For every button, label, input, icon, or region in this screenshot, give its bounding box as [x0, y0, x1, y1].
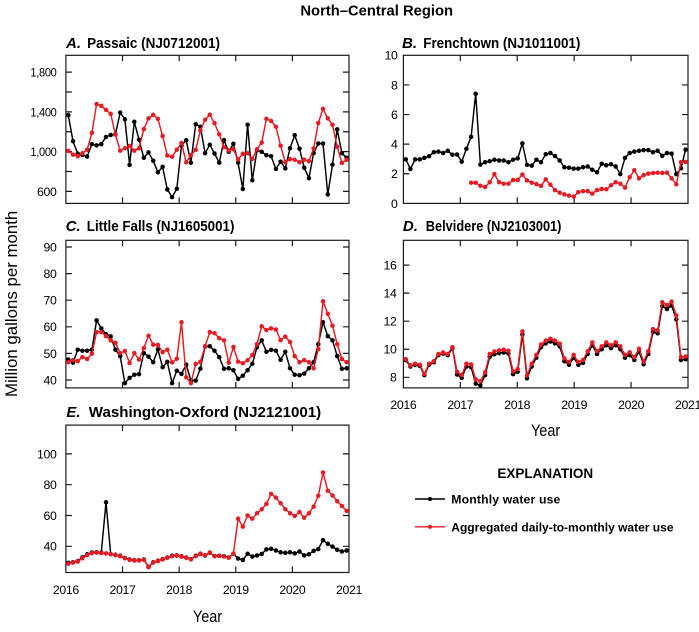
svg-text:B.Frenchtown (NJ1011001): B. Frenchtown (NJ1011001) — [402, 35, 580, 52]
svg-text:2019: 2019 — [223, 583, 249, 597]
svg-text:A.Passaic (NJ0712001): A. Passaic (NJ0712001) — [65, 35, 220, 52]
svg-text:8: 8 — [391, 78, 398, 92]
svg-text:2: 2 — [391, 167, 398, 181]
svg-text:60: 60 — [44, 320, 57, 334]
svg-text:2021: 2021 — [675, 398, 699, 412]
svg-text:60: 60 — [44, 509, 57, 523]
svg-text:2020: 2020 — [618, 398, 644, 412]
svg-text:8: 8 — [390, 371, 397, 385]
svg-text:1,400: 1,400 — [30, 105, 57, 119]
svg-text:40: 40 — [44, 373, 57, 387]
svg-text:2020: 2020 — [279, 583, 305, 597]
svg-text:1,000: 1,000 — [30, 145, 57, 159]
svg-text:2019: 2019 — [561, 398, 587, 412]
svg-text:E.Washington-Oxford (NJ2121001: E. Washington-Oxford (NJ2121001) — [66, 404, 321, 421]
svg-text:EXPLANATION: EXPLANATION — [497, 466, 593, 481]
svg-text:14: 14 — [384, 287, 397, 301]
svg-text:50: 50 — [44, 347, 57, 361]
svg-text:12: 12 — [384, 315, 397, 329]
svg-text:2017: 2017 — [447, 398, 473, 412]
svg-text:2018: 2018 — [166, 583, 192, 597]
svg-text:Aggregated daily-to-monthly wa: Aggregated daily-to-monthly water use — [451, 520, 673, 534]
svg-text:Million gallons per month: Million gallons per month — [3, 211, 21, 397]
svg-text:70: 70 — [44, 294, 57, 308]
svg-text:0: 0 — [391, 197, 398, 211]
svg-text:1,800: 1,800 — [30, 66, 57, 80]
svg-text:2021: 2021 — [336, 583, 362, 597]
svg-text:6: 6 — [391, 108, 398, 122]
svg-text:2016: 2016 — [390, 398, 416, 412]
svg-text:40: 40 — [44, 540, 57, 554]
svg-text:100: 100 — [37, 447, 57, 461]
svg-text:D.Belvidere (NJ2103001): D. Belvidere (NJ2103001) — [403, 218, 562, 235]
svg-text:Year: Year — [531, 422, 561, 440]
svg-text:80: 80 — [44, 267, 57, 281]
svg-text:4: 4 — [391, 138, 398, 152]
svg-text:90: 90 — [44, 240, 57, 254]
svg-text:Monthly water use: Monthly water use — [451, 493, 560, 507]
svg-text:600: 600 — [37, 185, 57, 199]
svg-text:80: 80 — [44, 478, 57, 492]
svg-text:2017: 2017 — [110, 583, 136, 597]
svg-text:Year: Year — [193, 608, 223, 626]
svg-text:16: 16 — [384, 259, 397, 273]
svg-text:10: 10 — [384, 343, 397, 357]
svg-text:North–Central Region: North–Central Region — [300, 2, 453, 19]
svg-text:2016: 2016 — [53, 583, 79, 597]
svg-text:C.Little Falls (NJ1605001): C. Little Falls (NJ1605001) — [66, 218, 235, 235]
svg-text:10: 10 — [385, 49, 398, 63]
svg-text:2018: 2018 — [504, 398, 530, 412]
